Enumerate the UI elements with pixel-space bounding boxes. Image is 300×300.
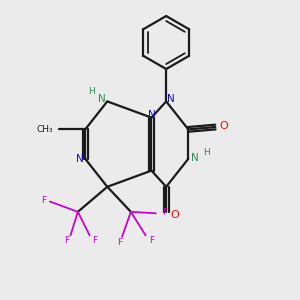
Text: N: N [76, 154, 84, 164]
Text: F: F [162, 208, 167, 217]
Text: N: N [191, 153, 199, 163]
Text: N: N [167, 94, 175, 104]
Text: O: O [220, 121, 229, 130]
Text: H: H [203, 148, 210, 158]
Text: F: F [117, 238, 122, 247]
Text: H: H [88, 88, 95, 97]
Text: F: F [149, 236, 154, 245]
Text: F: F [64, 236, 70, 245]
Text: N: N [98, 94, 106, 104]
Text: F: F [41, 196, 46, 206]
Text: CH₃: CH₃ [36, 125, 53, 134]
Text: F: F [92, 236, 98, 245]
Text: N: N [148, 110, 156, 120]
Text: O: O [170, 210, 179, 220]
